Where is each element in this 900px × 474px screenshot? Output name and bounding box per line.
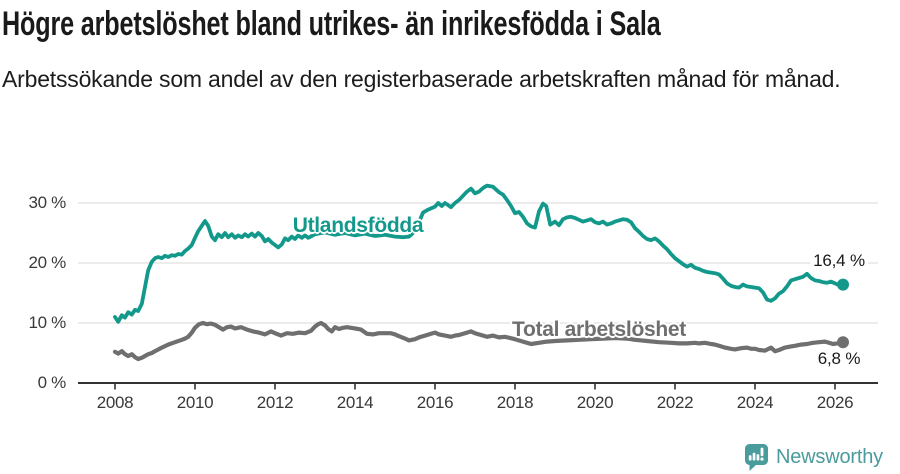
chart-subtitle: Arbetssökande som andel av den registerb… (2, 66, 841, 92)
chart-title: Högre arbetslöshet bland utrikes- än inr… (2, 5, 661, 43)
series-end-dot-utlandsfodda (837, 278, 849, 291)
newsworthy-logo[interactable]: Newsworthy (744, 443, 883, 471)
series-line-total (112, 320, 846, 362)
newsworthy-wordmark: Newsworthy (776, 445, 883, 468)
series-end-dot-total (837, 336, 849, 349)
series-line-utlandsfodda (113, 183, 845, 324)
newsworthy-speech-bubble-chart-icon (745, 444, 768, 471)
